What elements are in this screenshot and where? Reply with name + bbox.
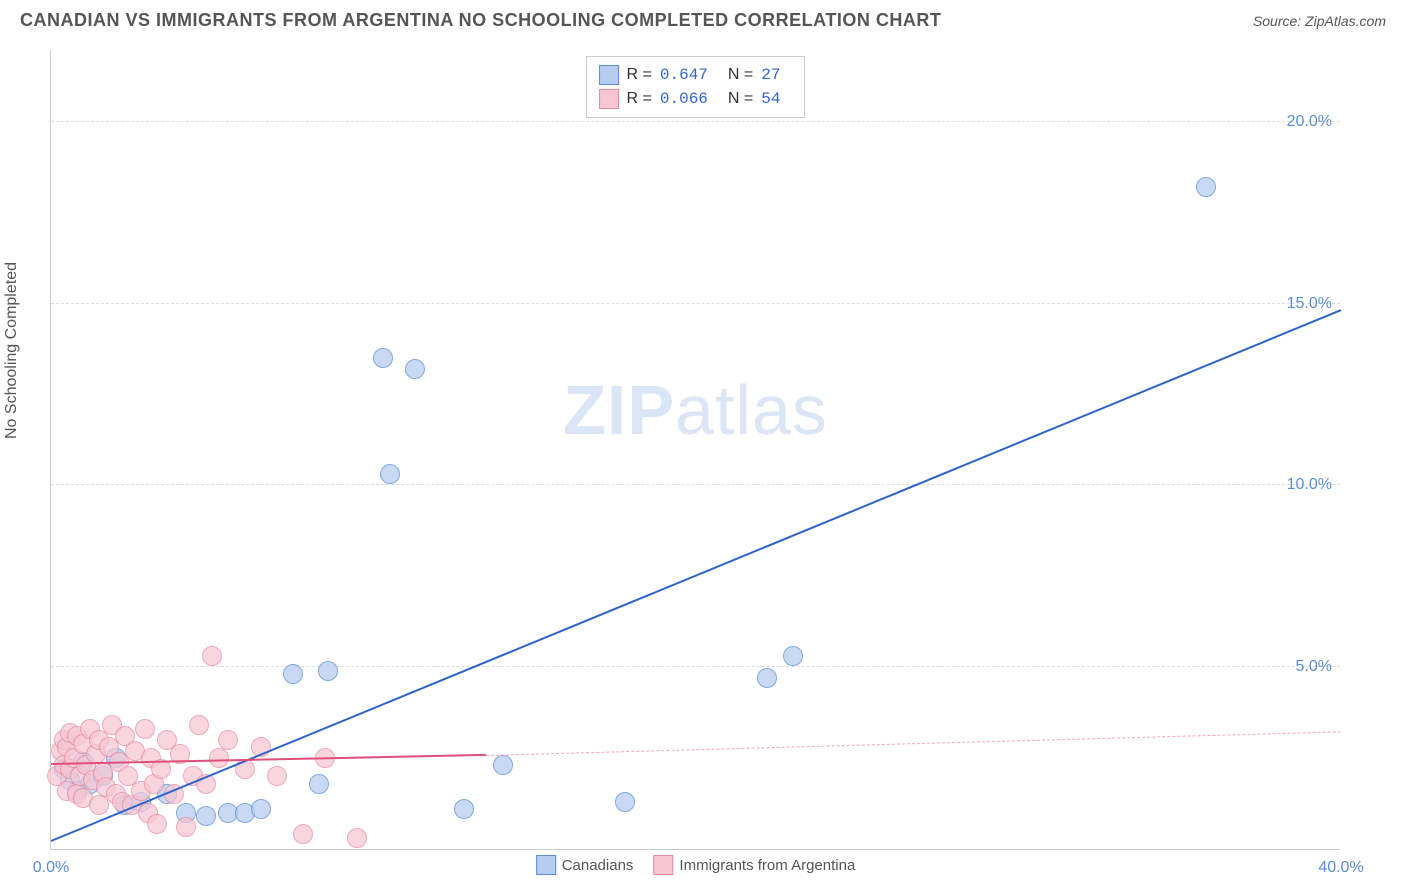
x-tick-label: 0.0% xyxy=(33,859,69,877)
data-point xyxy=(209,748,229,768)
data-point xyxy=(493,755,513,775)
gridline xyxy=(51,303,1340,304)
legend-item: Canadians xyxy=(536,855,634,875)
stats-row: R = 0.647 N = 27 xyxy=(599,63,793,87)
data-point xyxy=(267,766,287,786)
data-point xyxy=(405,359,425,379)
r-label: R = xyxy=(627,90,652,108)
legend-swatch xyxy=(536,855,556,875)
y-axis-label: No Schooling Completed xyxy=(3,262,21,439)
data-point xyxy=(454,799,474,819)
data-point xyxy=(318,661,338,681)
n-value: 27 xyxy=(761,66,780,84)
data-point xyxy=(783,646,803,666)
data-point xyxy=(1196,177,1216,197)
data-point xyxy=(147,814,167,834)
watermark-light: atlas xyxy=(675,371,828,449)
data-point xyxy=(135,719,155,739)
data-point xyxy=(309,774,329,794)
y-tick-label: 15.0% xyxy=(1287,295,1332,313)
y-tick-label: 10.0% xyxy=(1287,476,1332,494)
chart-title: CANADIAN VS IMMIGRANTS FROM ARGENTINA NO… xyxy=(20,10,941,31)
source-attribution: Source: ZipAtlas.com xyxy=(1253,13,1386,29)
data-point xyxy=(283,664,303,684)
y-tick-label: 20.0% xyxy=(1287,113,1332,131)
n-label: N = xyxy=(728,90,753,108)
r-value: 0.066 xyxy=(660,90,708,108)
trend-line-extrapolated xyxy=(486,732,1341,757)
r-label: R = xyxy=(627,66,652,84)
series-swatch xyxy=(599,65,619,85)
data-point xyxy=(218,730,238,750)
data-point xyxy=(293,824,313,844)
y-tick-label: 5.0% xyxy=(1296,658,1332,676)
correlation-stats-box: R = 0.647 N = 27 R = 0.066 N = 54 xyxy=(586,56,806,118)
data-point xyxy=(757,668,777,688)
chart-plot-area: ZIPatlas R =0.647N =27R =0.066N =54 Cana… xyxy=(50,50,1340,850)
r-value: 0.647 xyxy=(660,66,708,84)
gridline xyxy=(51,121,1340,122)
data-point xyxy=(347,828,367,848)
data-point xyxy=(615,792,635,812)
legend-label: Canadians xyxy=(562,857,634,874)
gridline xyxy=(51,666,1340,667)
data-point xyxy=(380,464,400,484)
legend-label: Immigrants from Argentina xyxy=(679,857,855,874)
series-swatch xyxy=(599,89,619,109)
n-value: 54 xyxy=(761,90,780,108)
x-tick-label: 40.0% xyxy=(1318,859,1363,877)
legend-swatch xyxy=(653,855,673,875)
watermark-bold: ZIP xyxy=(563,371,675,449)
stats-row: R = 0.066 N = 54 xyxy=(599,87,793,111)
data-point xyxy=(251,799,271,819)
trend-line xyxy=(51,309,1342,842)
data-point xyxy=(176,817,196,837)
gridline xyxy=(51,484,1340,485)
chart-legend: Canadians Immigrants from Argentina xyxy=(536,855,856,875)
n-label: N = xyxy=(728,66,753,84)
watermark: ZIPatlas xyxy=(563,370,828,450)
data-point xyxy=(373,348,393,368)
legend-item: Immigrants from Argentina xyxy=(653,855,855,875)
data-point xyxy=(189,715,209,735)
data-point xyxy=(196,806,216,826)
data-point xyxy=(202,646,222,666)
